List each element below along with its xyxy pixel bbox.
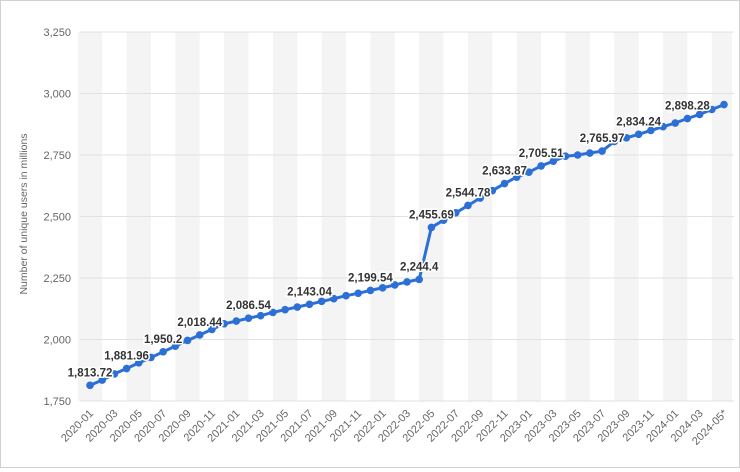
- data-label: 1,881.96: [104, 351, 149, 363]
- y-axis-label: Number of unique users in millions: [18, 133, 30, 294]
- data-label: 1,950.2: [144, 334, 182, 346]
- y-tick-label: 1,750: [43, 396, 71, 408]
- data-point: [659, 122, 667, 131]
- data-point: [147, 353, 155, 362]
- data-point: [256, 311, 265, 320]
- data-point: [208, 325, 216, 334]
- x-axis-ticks: 2020-012020-032020-052020-072020-092020-…: [59, 407, 731, 448]
- data-point: [671, 119, 680, 127]
- y-axis-ticks: 1,750 2,000 2,250 2,500 2,750 3,000 3,250: [43, 27, 71, 408]
- data-point: [451, 209, 460, 217]
- data-point: [195, 331, 204, 339]
- y-tick-label: 2,750: [43, 150, 71, 162]
- data-point: [488, 186, 497, 195]
- data-label: 2,633.87: [482, 166, 527, 178]
- data-label: 2,544.78: [446, 187, 491, 199]
- y-tick-label: 3,000: [43, 89, 71, 101]
- data-point: [110, 370, 119, 378]
- data-point: [708, 105, 716, 114]
- data-point: [378, 284, 387, 292]
- data-point: [220, 319, 228, 328]
- data-label: 2,898.28: [665, 101, 710, 113]
- data-label: 2,086.54: [226, 300, 271, 312]
- data-label: 2,018.44: [177, 317, 222, 329]
- y-tick-label: 3,250: [43, 27, 71, 39]
- data-point: [354, 289, 363, 298]
- y-tick-label: 2,250: [43, 273, 71, 285]
- data-point: [549, 157, 558, 165]
- data-point: [647, 126, 655, 135]
- data-point: [403, 278, 411, 286]
- data-point: [159, 347, 167, 356]
- data-point: [330, 294, 338, 303]
- data-point: [317, 297, 326, 306]
- data-point: [537, 162, 545, 170]
- data-point: [622, 133, 631, 142]
- data-label: 2,244.4: [400, 261, 439, 273]
- data-point: [86, 381, 94, 390]
- data-label: 1,813.72: [68, 367, 113, 379]
- data-point: [512, 173, 521, 181]
- data-point: [122, 364, 131, 373]
- data-point: [476, 194, 484, 202]
- data-point: [269, 308, 277, 317]
- data-point: [525, 168, 533, 177]
- data-point: [561, 152, 570, 161]
- data-point: [305, 300, 314, 309]
- data-point: [281, 305, 289, 314]
- data-point: [634, 130, 643, 139]
- data-point: [366, 286, 375, 295]
- data-point: [598, 147, 606, 155]
- data-point: [232, 317, 241, 325]
- y-tick-label: 2,500: [43, 212, 71, 224]
- data-point: [586, 149, 594, 157]
- data-point: [683, 114, 692, 123]
- gridlines: [80, 31, 734, 402]
- data-label: 2,834.24: [616, 116, 661, 128]
- data-point: [439, 216, 448, 224]
- data-point: [391, 281, 399, 289]
- data-label: 2,199.54: [348, 272, 393, 284]
- data-labels: 1,813.72 1,881.96 1,950.2 2,018.44 2,086.54 2…: [66, 99, 712, 381]
- data-point: [98, 376, 106, 384]
- data-point: [415, 275, 423, 284]
- data-label: 2,705.51: [519, 148, 564, 160]
- data-point: [427, 223, 436, 232]
- data-label: 2,455.69: [409, 209, 454, 221]
- series-points: [86, 100, 728, 390]
- data-point: [464, 201, 472, 210]
- data-point: [134, 359, 143, 367]
- data-point: [573, 151, 582, 159]
- data-point: [183, 336, 192, 345]
- data-point: [610, 137, 619, 146]
- data-label: 2,143.04: [287, 286, 332, 298]
- data-point: [695, 110, 704, 119]
- data-point: [244, 314, 253, 323]
- data-point: [500, 179, 509, 188]
- data-point: [293, 303, 302, 311]
- y-tick-label: 2,000: [43, 335, 71, 347]
- data-label: 2,765.97: [580, 133, 625, 145]
- data-point: [171, 342, 180, 350]
- data-point: [720, 100, 728, 109]
- data-point: [342, 291, 350, 300]
